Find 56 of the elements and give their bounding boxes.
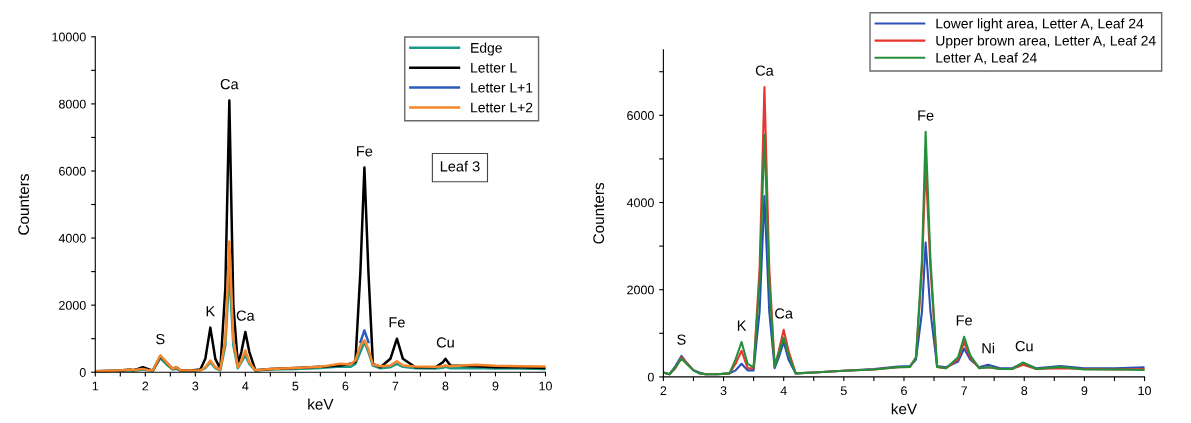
annotation: K — [737, 320, 747, 331]
x-tick-label: 8 — [442, 381, 449, 391]
annotation: Ca — [755, 65, 774, 76]
x-tick-label: 6 — [342, 381, 349, 391]
x-tick-label: 1 — [92, 381, 99, 391]
annotation: Fe — [357, 146, 373, 157]
y-tick-label: 4000 — [58, 233, 86, 243]
annotation: Ca — [220, 78, 239, 90]
legend-label: Letter L — [471, 62, 517, 73]
y-axis-title: Counters — [593, 182, 605, 244]
x-tick-label: 4 — [780, 386, 787, 395]
y-tick-label: 2000 — [627, 285, 654, 295]
annotation: S — [156, 333, 165, 345]
x-tick-label: 9 — [492, 381, 499, 391]
y-axis-title: Counters — [18, 174, 30, 235]
x-tick-label: 2 — [660, 386, 667, 395]
annotation: Fe — [389, 317, 405, 328]
legend-label: Letter A, Leaf 24 — [936, 52, 1037, 65]
x-tick-label: 5 — [292, 381, 299, 391]
x-tick-label: 2 — [142, 381, 149, 391]
x-tick-label: 8 — [1021, 386, 1028, 396]
legend-label: Letter L+2 — [471, 102, 533, 113]
y-tick-label: 2000 — [59, 300, 86, 310]
y-tick-label: 6000 — [627, 111, 654, 120]
x-tick-label: 3 — [192, 381, 199, 391]
legend-label: Upper brown area, Letter A, Leaf 24 — [936, 35, 1156, 49]
annotation: Cu — [1015, 340, 1033, 352]
x-axis-title: keV — [891, 403, 918, 415]
y-tick-label: 0 — [79, 368, 86, 377]
legend-label: Lower light area, Letter A, Leaf 24 — [936, 18, 1144, 32]
x-tick-label: 10 — [539, 381, 552, 391]
annotation: Leaf 3 — [440, 160, 480, 172]
x-axis-title: keV — [308, 398, 334, 410]
annotation: K — [206, 306, 216, 317]
x-tick-label: 5 — [840, 386, 847, 396]
y-tick-label: 10000 — [52, 32, 86, 42]
legend-label: Edge — [471, 42, 502, 56]
x-tick-label: 4 — [242, 381, 249, 391]
annotation: Fe — [956, 315, 972, 326]
annotation: Ni — [982, 342, 995, 354]
x-tick-label: 10 — [1138, 386, 1152, 396]
x-tick-label: 9 — [1081, 386, 1088, 396]
annotation: Fe — [918, 110, 934, 121]
x-tick-label: 6 — [901, 386, 907, 396]
legend-label: Letter L+1 — [471, 82, 533, 93]
x-tick-label: 7 — [961, 386, 967, 395]
annotation: Cu — [436, 337, 454, 348]
annotation: S — [677, 334, 686, 345]
y-tick-label: 4000 — [626, 198, 654, 208]
annotation: Ca — [775, 308, 793, 319]
y-tick-label: 6000 — [59, 166, 86, 176]
y-tick-label: 0 — [647, 372, 654, 382]
annotation: Ca — [236, 310, 255, 321]
x-tick-label: 7 — [392, 381, 399, 391]
x-tick-label: 3 — [720, 386, 727, 396]
y-tick-label: 8000 — [58, 99, 86, 109]
